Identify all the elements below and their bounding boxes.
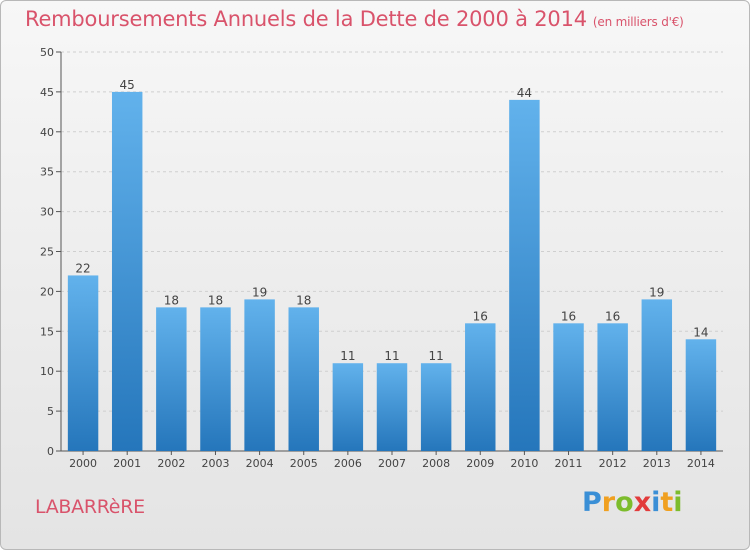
value-label-2004: 19 bbox=[252, 285, 267, 299]
labels: 22 45 18 18 19 18 11 11 11 16 44 16 16 19 14 bbox=[75, 78, 708, 363]
bar-2011 bbox=[553, 323, 584, 451]
x-tick-label-2000: 2000 bbox=[69, 457, 97, 470]
bar-2014 bbox=[685, 339, 717, 451]
value-label-2006: 11 bbox=[340, 349, 355, 363]
x-tick-label-2005: 2005 bbox=[290, 457, 318, 470]
y-tick-label: 50 bbox=[40, 46, 54, 59]
y-tick-label: 40 bbox=[40, 126, 54, 139]
y-tick-label: 35 bbox=[40, 166, 54, 179]
value-label-2012: 16 bbox=[605, 309, 620, 323]
value-label-2010: 44 bbox=[517, 86, 532, 100]
y-tick-label: 10 bbox=[40, 365, 54, 378]
bar-2001 bbox=[111, 91, 143, 452]
y-tick-label: 0 bbox=[47, 445, 54, 458]
bar-2008 bbox=[420, 363, 452, 451]
value-label-2002: 18 bbox=[164, 293, 179, 307]
bars bbox=[67, 91, 717, 452]
x-tick-label-2008: 2008 bbox=[422, 457, 450, 470]
commune-name: LABARRèRE bbox=[35, 496, 145, 518]
y-tick-label: 5 bbox=[47, 405, 54, 418]
bar-2007 bbox=[376, 363, 408, 451]
x-tick-label-2009: 2009 bbox=[466, 457, 494, 470]
value-label-2005: 18 bbox=[296, 293, 311, 307]
x-tick-label-2013: 2013 bbox=[643, 457, 671, 470]
chart-title-text: Remboursements Annuels de la Dette de 20… bbox=[25, 7, 587, 31]
x-tick-label-2001: 2001 bbox=[113, 457, 141, 470]
x-tick-label-2012: 2012 bbox=[599, 457, 627, 470]
bar-2013 bbox=[641, 299, 673, 451]
bar-2010 bbox=[509, 99, 540, 451]
bar-2005 bbox=[288, 307, 319, 451]
x-tick-label-2002: 2002 bbox=[157, 457, 185, 470]
value-label-2011: 16 bbox=[561, 309, 576, 323]
value-label-2007: 11 bbox=[384, 349, 399, 363]
axes: 0 5 10 15 20 25 30 35 40 45 50 2000 2001 2002 2003 2004… bbox=[40, 46, 723, 470]
value-label-2009: 16 bbox=[473, 309, 488, 323]
x-tick-label-2014: 2014 bbox=[687, 457, 715, 470]
chart-unit: (en milliers d'€) bbox=[592, 15, 684, 29]
value-label-2001: 45 bbox=[120, 78, 135, 92]
x-tick-label-2004: 2004 bbox=[246, 457, 274, 470]
bar-2000 bbox=[67, 275, 99, 451]
bar-2012 bbox=[597, 323, 628, 451]
y-tick-label: 15 bbox=[40, 325, 54, 338]
x-tick-label-2006: 2006 bbox=[334, 457, 362, 470]
bar-2003 bbox=[200, 307, 231, 451]
x-tick-label-2010: 2010 bbox=[510, 457, 538, 470]
value-label-2013: 19 bbox=[649, 285, 664, 299]
x-tick-label-2003: 2003 bbox=[201, 457, 229, 470]
value-label-2014: 14 bbox=[693, 325, 708, 339]
bar-2006 bbox=[332, 363, 364, 451]
bar-2002 bbox=[156, 307, 187, 451]
y-tick-label: 25 bbox=[40, 246, 54, 259]
x-tick-label-2007: 2007 bbox=[378, 457, 406, 470]
value-label-2003: 18 bbox=[208, 293, 223, 307]
value-label-2008: 11 bbox=[428, 349, 443, 363]
chart-title: Remboursements Annuels de la Dette de 20… bbox=[25, 7, 684, 31]
bar-2009 bbox=[465, 323, 496, 451]
y-tick-label: 30 bbox=[40, 206, 54, 219]
bar-2004 bbox=[244, 299, 275, 451]
y-tick-label: 20 bbox=[40, 285, 54, 298]
proxiti-logo: Proxiti bbox=[582, 487, 683, 518]
value-label-2000: 22 bbox=[75, 261, 90, 275]
y-tick-label: 45 bbox=[40, 86, 54, 99]
x-tick-label-2011: 2011 bbox=[555, 457, 583, 470]
